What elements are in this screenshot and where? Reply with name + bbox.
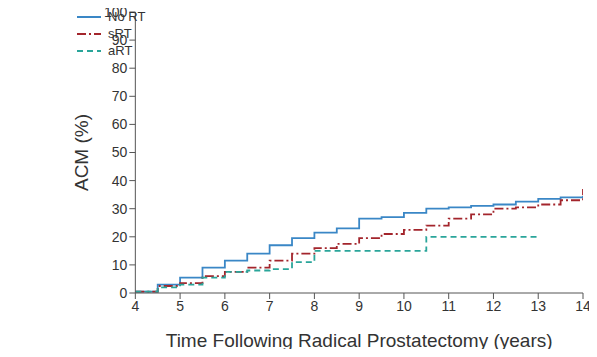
svg-text:12: 12 bbox=[486, 298, 502, 314]
svg-text:70: 70 bbox=[112, 88, 128, 104]
svg-text:8: 8 bbox=[310, 298, 318, 314]
svg-text:Time Following Radical Prostat: Time Following Radical Prostatectomy (ye… bbox=[166, 330, 553, 349]
svg-text:50: 50 bbox=[112, 144, 128, 160]
svg-text:90: 90 bbox=[112, 32, 128, 48]
svg-text:0: 0 bbox=[120, 285, 128, 301]
svg-text:5: 5 bbox=[176, 298, 184, 314]
svg-text:7: 7 bbox=[266, 298, 274, 314]
svg-text:100: 100 bbox=[104, 8, 128, 20]
svg-text:11: 11 bbox=[441, 298, 456, 314]
svg-text:10: 10 bbox=[112, 257, 128, 273]
svg-text:30: 30 bbox=[112, 201, 128, 217]
svg-text:10: 10 bbox=[396, 298, 412, 314]
svg-text:14: 14 bbox=[575, 298, 589, 314]
svg-text:9: 9 bbox=[355, 298, 363, 314]
svg-text:60: 60 bbox=[112, 116, 128, 132]
svg-text:13: 13 bbox=[530, 298, 546, 314]
svg-text:6: 6 bbox=[221, 298, 229, 314]
svg-text:4: 4 bbox=[131, 298, 139, 314]
svg-text:20: 20 bbox=[112, 229, 128, 245]
svg-text:40: 40 bbox=[112, 173, 128, 189]
svg-text:80: 80 bbox=[112, 60, 128, 76]
svg-text:ACM (%): ACM (%) bbox=[71, 114, 92, 191]
